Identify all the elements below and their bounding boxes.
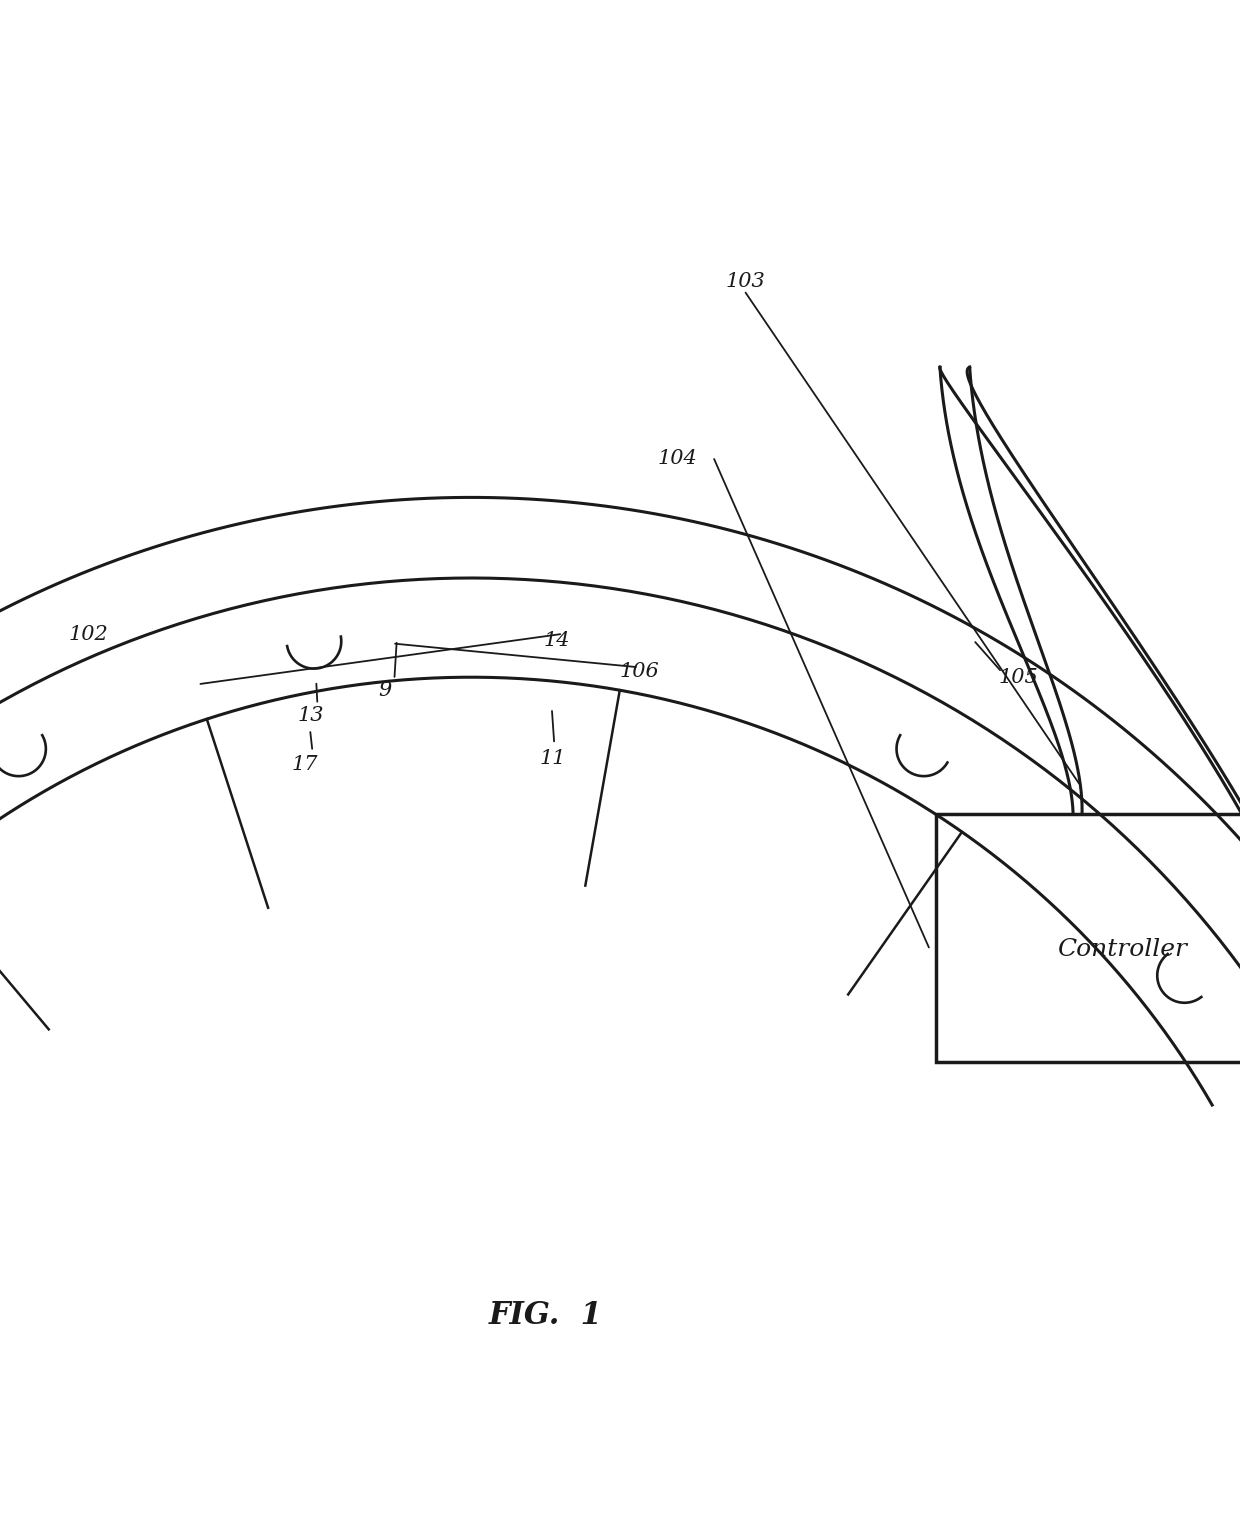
Text: 102: 102 — [68, 625, 108, 643]
FancyBboxPatch shape — [936, 813, 1240, 1062]
Text: 17: 17 — [291, 755, 317, 775]
Text: FIG.  1: FIG. 1 — [489, 1300, 603, 1331]
Text: 9: 9 — [378, 681, 392, 700]
Text: 104: 104 — [657, 449, 697, 468]
Text: 11: 11 — [539, 749, 565, 769]
Text: 13: 13 — [298, 706, 324, 724]
Text: 106: 106 — [620, 662, 660, 681]
Text: 14: 14 — [543, 631, 569, 651]
Text: 103: 103 — [725, 272, 765, 290]
Text: Controller: Controller — [1058, 938, 1187, 961]
Text: 105: 105 — [998, 668, 1038, 688]
